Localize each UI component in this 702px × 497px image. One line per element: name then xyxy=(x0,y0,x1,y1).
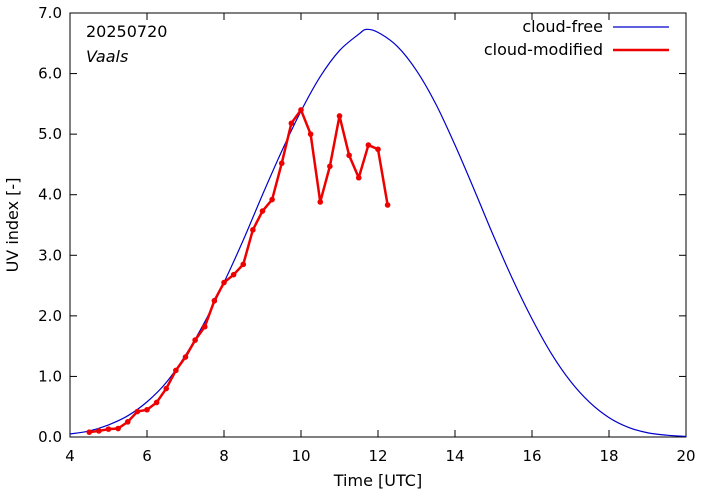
data-point-1 xyxy=(288,120,295,127)
y-tick-label: 5.0 xyxy=(38,125,62,143)
data-point-1 xyxy=(240,261,247,268)
x-tick-label: 20 xyxy=(676,447,695,465)
data-point-1 xyxy=(115,425,121,432)
data-point-1 xyxy=(192,337,198,343)
data-point-1 xyxy=(105,426,112,432)
y-tick-label: 2.0 xyxy=(38,307,62,325)
x-tick-label: 18 xyxy=(599,447,618,465)
y-tick-label: 1.0 xyxy=(38,367,62,385)
data-point-1 xyxy=(298,107,304,113)
y-axis-label: UV index [-] xyxy=(3,178,22,273)
series-layer xyxy=(69,28,687,437)
data-point-1 xyxy=(355,174,362,181)
x-tick-label: 6 xyxy=(142,447,152,465)
location-annotation: Vaals xyxy=(86,47,128,66)
data-point-1 xyxy=(182,354,189,360)
data-point-1 xyxy=(269,196,275,203)
date-annotation: 20250720 xyxy=(86,22,167,41)
data-point-1 xyxy=(173,367,179,374)
x-tick-label: 4 xyxy=(65,447,75,465)
data-point-1 xyxy=(201,323,208,330)
data-point-1 xyxy=(259,208,266,214)
data-point-1 xyxy=(346,152,352,159)
x-tick-label: 16 xyxy=(522,447,541,465)
data-point-1 xyxy=(134,408,141,415)
x-tick-label: 14 xyxy=(445,447,464,465)
y-tick-label: 0.0 xyxy=(38,428,62,446)
legend: cloud-free cloud-modified xyxy=(484,17,669,59)
tick-labels: 4 6 8 10 12 14 16 18 20 0.0 1.0 2.0 3.0 4.0 5.0 6.0 7.0 xyxy=(38,4,695,465)
data-point-1 xyxy=(384,202,391,208)
x-tick-label: 8 xyxy=(219,447,229,465)
data-point-1 xyxy=(336,113,343,119)
data-point-1 xyxy=(278,160,285,167)
data-point-1 xyxy=(124,419,131,425)
series-line-0 xyxy=(69,28,687,437)
data-point-1 xyxy=(230,271,237,278)
data-point-1 xyxy=(221,279,227,286)
data-point-1 xyxy=(163,385,170,392)
data-point-1 xyxy=(153,399,160,406)
y-tick-label: 6.0 xyxy=(38,65,62,83)
data-point-1 xyxy=(375,146,381,153)
axis-ticks xyxy=(69,12,687,438)
data-point-1 xyxy=(317,199,324,205)
data-point-1 xyxy=(211,297,218,304)
x-tick-label: 12 xyxy=(368,447,387,465)
legend-label-cloud-free: cloud-free xyxy=(522,17,603,36)
data-point-1 xyxy=(250,227,256,233)
data-point-1 xyxy=(144,406,150,413)
series-line-1 xyxy=(88,108,389,434)
y-tick-label: 7.0 xyxy=(38,4,62,22)
data-point-1 xyxy=(86,429,93,435)
x-axis-label: Time [UTC] xyxy=(333,471,422,490)
y-tick-label: 4.0 xyxy=(38,186,62,204)
data-point-1 xyxy=(327,163,333,170)
legend-label-cloud-modified: cloud-modified xyxy=(484,40,603,59)
plot-frame xyxy=(69,12,687,438)
data-point-1 xyxy=(307,131,314,137)
x-tick-label: 10 xyxy=(291,447,310,465)
data-point-1 xyxy=(96,428,102,434)
y-tick-label: 3.0 xyxy=(38,246,62,264)
data-point-1 xyxy=(365,142,372,148)
